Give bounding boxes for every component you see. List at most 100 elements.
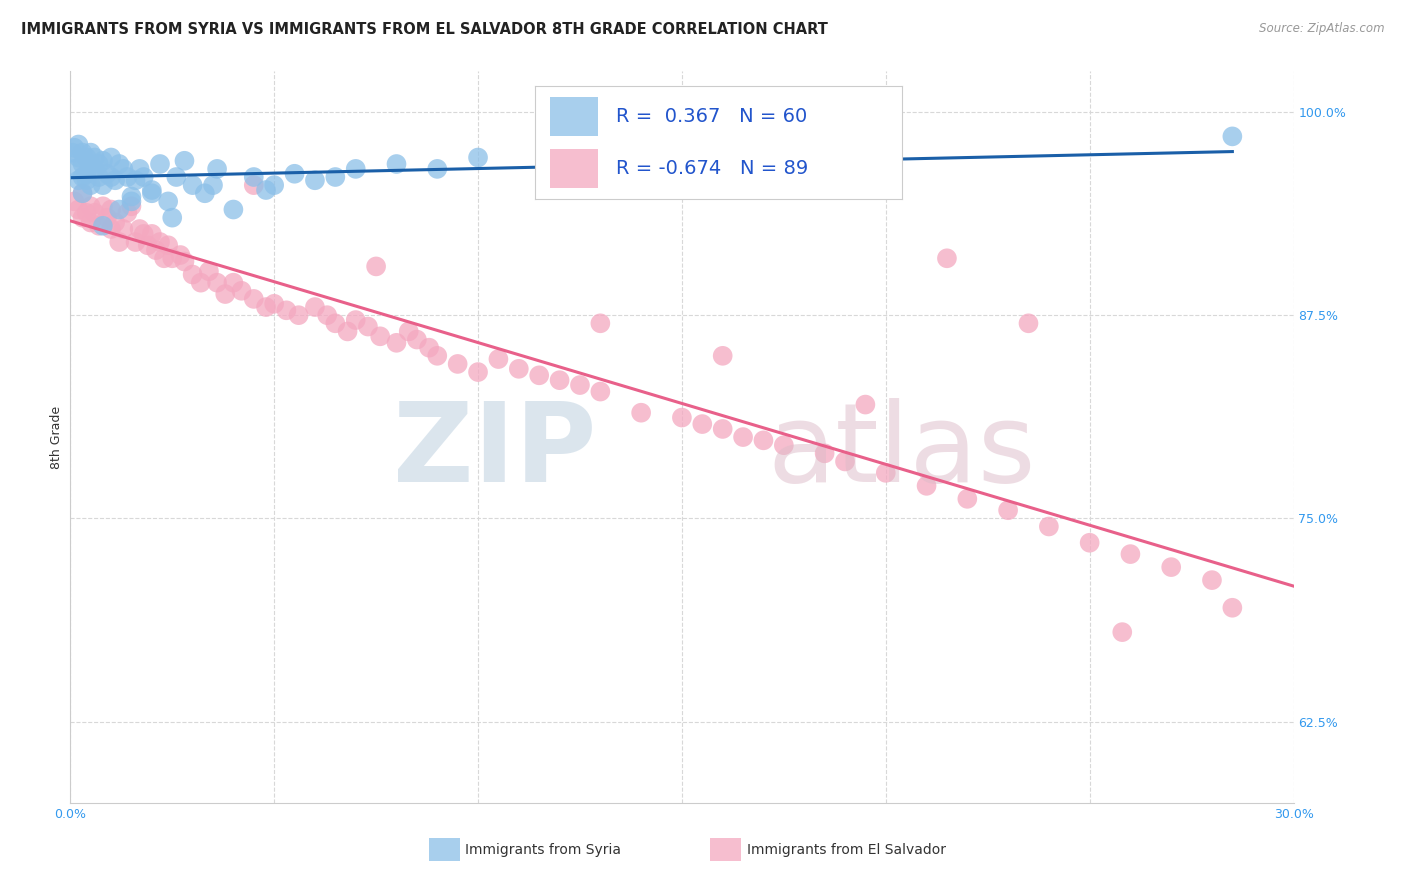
- Point: [287, 308, 309, 322]
- Point: [467, 151, 489, 165]
- Point: [205, 276, 228, 290]
- Point: [214, 287, 236, 301]
- Point: [711, 422, 734, 436]
- Point: [1201, 573, 1223, 587]
- Point: [100, 151, 122, 165]
- Point: [72, 186, 94, 201]
- Point: [304, 173, 326, 187]
- Point: [398, 325, 420, 339]
- Point: [467, 365, 489, 379]
- Text: Immigrants from El Salvador: Immigrants from El Salvador: [747, 843, 946, 857]
- Point: [79, 157, 103, 171]
- Point: [198, 264, 221, 278]
- Point: [173, 153, 195, 168]
- Point: [323, 169, 347, 184]
- Point: [76, 206, 98, 220]
- Point: [997, 503, 1019, 517]
- Point: [243, 292, 266, 306]
- Point: [100, 169, 122, 184]
- Point: [67, 173, 90, 187]
- Point: [323, 316, 347, 330]
- Point: [104, 215, 127, 229]
- Point: [488, 352, 510, 367]
- Point: [1111, 625, 1133, 640]
- Point: [316, 308, 339, 322]
- Point: [79, 145, 103, 160]
- Point: [100, 202, 122, 217]
- Point: [181, 268, 204, 282]
- Point: [276, 303, 298, 318]
- Point: [529, 368, 551, 383]
- Point: [915, 479, 938, 493]
- Point: [173, 254, 195, 268]
- Point: [368, 329, 391, 343]
- Point: [231, 284, 253, 298]
- Point: [508, 361, 530, 376]
- Point: [145, 243, 167, 257]
- Point: [128, 161, 150, 176]
- Point: [63, 141, 86, 155]
- Point: [304, 300, 326, 314]
- Point: [813, 446, 835, 460]
- Point: [875, 466, 897, 480]
- Point: [773, 438, 796, 452]
- Point: [141, 227, 163, 241]
- Point: [254, 300, 277, 314]
- Point: [100, 222, 122, 236]
- Point: [108, 235, 131, 249]
- Point: [162, 211, 183, 225]
- Point: [956, 491, 979, 506]
- Point: [406, 333, 429, 347]
- Point: [344, 313, 367, 327]
- Point: [132, 227, 155, 241]
- Point: [834, 454, 856, 468]
- Point: [1160, 560, 1182, 574]
- Point: [385, 157, 408, 171]
- Point: [121, 194, 143, 209]
- Point: [1119, 547, 1142, 561]
- Point: [855, 398, 877, 412]
- Point: [128, 222, 150, 236]
- Text: atlas: atlas: [768, 398, 1036, 505]
- Point: [447, 357, 470, 371]
- Point: [568, 378, 592, 392]
- Point: [149, 157, 172, 171]
- Point: [243, 169, 266, 184]
- Point: [91, 199, 114, 213]
- Point: [141, 186, 163, 201]
- Point: [690, 417, 713, 431]
- Point: [344, 161, 367, 176]
- Point: [1220, 600, 1243, 615]
- Point: [243, 178, 266, 193]
- Point: [79, 199, 103, 213]
- Point: [67, 137, 90, 152]
- Point: [936, 252, 959, 266]
- Point: [76, 151, 98, 165]
- Point: [630, 406, 652, 420]
- Point: [366, 260, 388, 274]
- Text: ZIP: ZIP: [392, 398, 596, 505]
- Point: [357, 319, 380, 334]
- Text: IMMIGRANTS FROM SYRIA VS IMMIGRANTS FROM EL SALVADOR 8TH GRADE CORRELATION CHART: IMMIGRANTS FROM SYRIA VS IMMIGRANTS FROM…: [21, 22, 828, 37]
- Point: [108, 202, 131, 217]
- Point: [141, 183, 163, 197]
- Point: [63, 161, 86, 176]
- Point: [190, 276, 212, 290]
- Point: [263, 297, 285, 311]
- Point: [548, 153, 571, 168]
- Point: [112, 222, 135, 236]
- Point: [169, 248, 191, 262]
- Point: [108, 157, 131, 171]
- Point: [1018, 316, 1040, 330]
- Point: [91, 219, 114, 233]
- Point: [205, 161, 228, 176]
- Text: Immigrants from Syria: Immigrants from Syria: [465, 843, 621, 857]
- Point: [589, 316, 612, 330]
- Point: [548, 373, 571, 387]
- Y-axis label: 8th Grade: 8th Grade: [51, 406, 63, 468]
- Point: [136, 238, 159, 252]
- Point: [87, 169, 110, 184]
- Point: [752, 434, 775, 448]
- Point: [165, 169, 187, 184]
- Point: [671, 410, 693, 425]
